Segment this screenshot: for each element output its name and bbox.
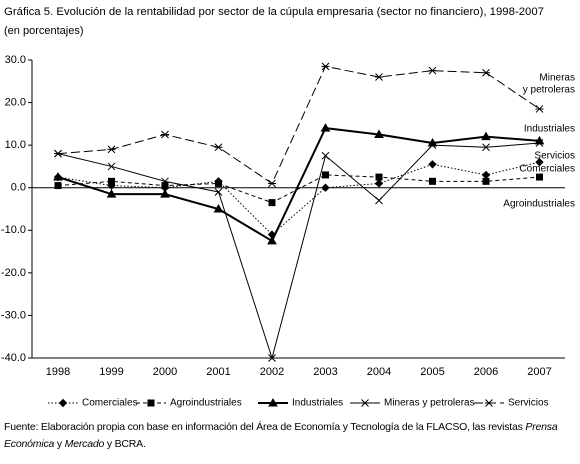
marker [268, 354, 276, 362]
x-tick-label: 2007 [527, 366, 551, 378]
source-text: y [54, 438, 65, 450]
series-line [57, 174, 540, 204]
series-line [57, 127, 540, 243]
marker [161, 182, 169, 190]
marker [375, 196, 383, 205]
marker [481, 170, 491, 180]
y-tick-label: 0.0 [11, 182, 26, 194]
x-tick-label: 2005 [420, 366, 444, 378]
source-text: Prensa Económica [4, 421, 558, 450]
x-tick-label: 1998 [46, 366, 70, 378]
marker [535, 157, 544, 167]
marker [161, 177, 169, 186]
legend-item: Comerciales [48, 398, 138, 409]
marker [535, 139, 544, 147]
legend-item: Agroindustriales [136, 398, 242, 409]
x-tick-label: 2004 [367, 366, 391, 378]
marker [375, 73, 383, 81]
annotation: y petroleras [523, 85, 575, 96]
marker [160, 189, 170, 198]
y-tick-label: -10.0 [1, 224, 26, 236]
marker [321, 151, 330, 160]
y-tick-label: -30.0 [1, 309, 26, 321]
x-tick-label: 1999 [99, 366, 123, 378]
marker [428, 141, 437, 149]
marker [106, 189, 117, 198]
marker [320, 123, 331, 132]
marker [481, 131, 491, 141]
marker [428, 66, 437, 75]
y-tick-label: 30.0 [5, 54, 26, 66]
annotation: Servicios [534, 151, 575, 162]
x-tick-label: 2001 [206, 366, 230, 378]
annotation: Mineras [539, 73, 575, 84]
y-tick-label: 20.0 [5, 96, 26, 108]
y-tick-label: -20.0 [1, 267, 26, 279]
chart: Gráfica 5. Evolución de la rentabilidad … [1, 6, 575, 409]
x-tick-label: 2000 [153, 366, 177, 378]
chart-title: Gráfica 5. Evolución de la rentabilidad … [4, 6, 544, 18]
marker [58, 398, 68, 408]
marker [535, 105, 544, 113]
source-text: y BCRA. [104, 438, 146, 450]
legend-item: Mineras y petroleras [350, 398, 475, 409]
marker [268, 397, 278, 407]
marker [107, 145, 116, 154]
marker [429, 177, 436, 185]
marker [374, 129, 384, 138]
marker [321, 183, 330, 192]
y-tick-label: 10.0 [5, 139, 26, 151]
marker [107, 162, 116, 171]
marker [485, 399, 493, 407]
marker [147, 399, 155, 407]
marker [214, 143, 223, 152]
marker [536, 173, 543, 181]
marker [268, 179, 276, 188]
legend-label: Industriales [292, 398, 343, 409]
marker [361, 399, 369, 407]
source-text: Fuente: Elaboración propia con base en i… [4, 421, 526, 433]
source-note: Fuente: Elaboración propia con base en i… [4, 419, 576, 453]
marker [374, 179, 384, 188]
legend-item: Servicios [474, 398, 549, 409]
marker [215, 179, 222, 187]
marker [428, 160, 437, 169]
marker [53, 172, 63, 181]
marker [268, 199, 276, 207]
marker [321, 62, 330, 71]
series-line [57, 161, 540, 236]
legend-label: Mineras y petroleras [384, 398, 475, 409]
marker [322, 171, 329, 179]
marker [108, 177, 115, 185]
series-line [57, 142, 540, 360]
marker [267, 235, 277, 245]
x-tick-label: 2002 [260, 366, 284, 378]
marker [482, 68, 490, 77]
source-text: Mercado [64, 438, 105, 450]
series-line [57, 65, 540, 185]
x-tick-label: 2003 [313, 366, 337, 378]
legend-label: Agroindustriales [170, 398, 242, 409]
annotation: Industriales [524, 124, 575, 135]
annotation: Comerciales [519, 164, 575, 175]
marker [54, 149, 62, 158]
chart-subtitle: (en porcentajes) [4, 25, 84, 37]
legend-item: Industriales [258, 398, 343, 409]
marker [213, 203, 224, 213]
annotation: Agroindustriales [503, 199, 575, 210]
marker [214, 188, 223, 196]
marker [482, 177, 490, 185]
marker [54, 182, 62, 190]
y-tick-label: -40.0 [1, 352, 26, 364]
legend-label: Servicios [508, 398, 549, 409]
marker [161, 130, 169, 139]
marker [482, 143, 490, 152]
legend-label: Comerciales [82, 398, 138, 409]
x-tick-label: 2006 [474, 366, 498, 378]
marker [375, 173, 383, 181]
